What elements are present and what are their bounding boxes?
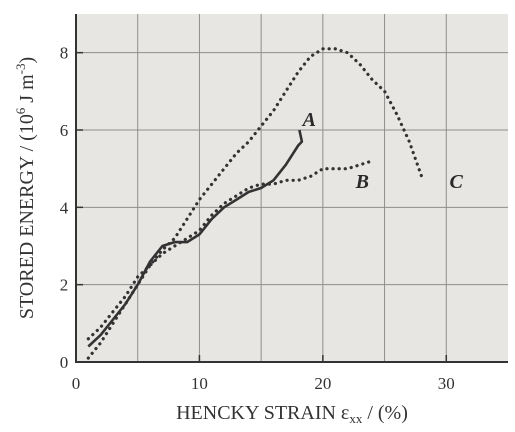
data-series (86, 47, 424, 360)
series-label-b: B (355, 171, 369, 193)
x-tick-label: 30 (438, 374, 455, 393)
series-line-b (86, 159, 374, 341)
y-axis-title: STORED ENERGY / (106 J m-3) (13, 57, 38, 319)
series-label-c: C (449, 171, 463, 193)
y-tick-label: 0 (60, 353, 69, 372)
y-tick-label: 4 (60, 198, 69, 217)
tick-labels: 0 10 20 30 0 2 4 6 8 (60, 44, 455, 393)
series-line-c (86, 47, 424, 360)
x-tick-label: 20 (314, 374, 331, 393)
x-tick-label: 0 (72, 374, 81, 393)
gridlines (76, 14, 508, 362)
plot-background (76, 14, 508, 362)
y-tick-label: 8 (60, 44, 69, 63)
plot-frame (75, 14, 508, 363)
y-tick-label: 2 (60, 276, 69, 295)
series-label-a: A (301, 109, 316, 131)
x-tick-label: 10 (191, 374, 208, 393)
y-tick-label: 6 (60, 121, 69, 140)
x-axis-title: HENCKY STRAIN εxx / (%) (176, 402, 408, 426)
series-line-a (87, 129, 304, 348)
series-labels: A B C (301, 109, 464, 193)
